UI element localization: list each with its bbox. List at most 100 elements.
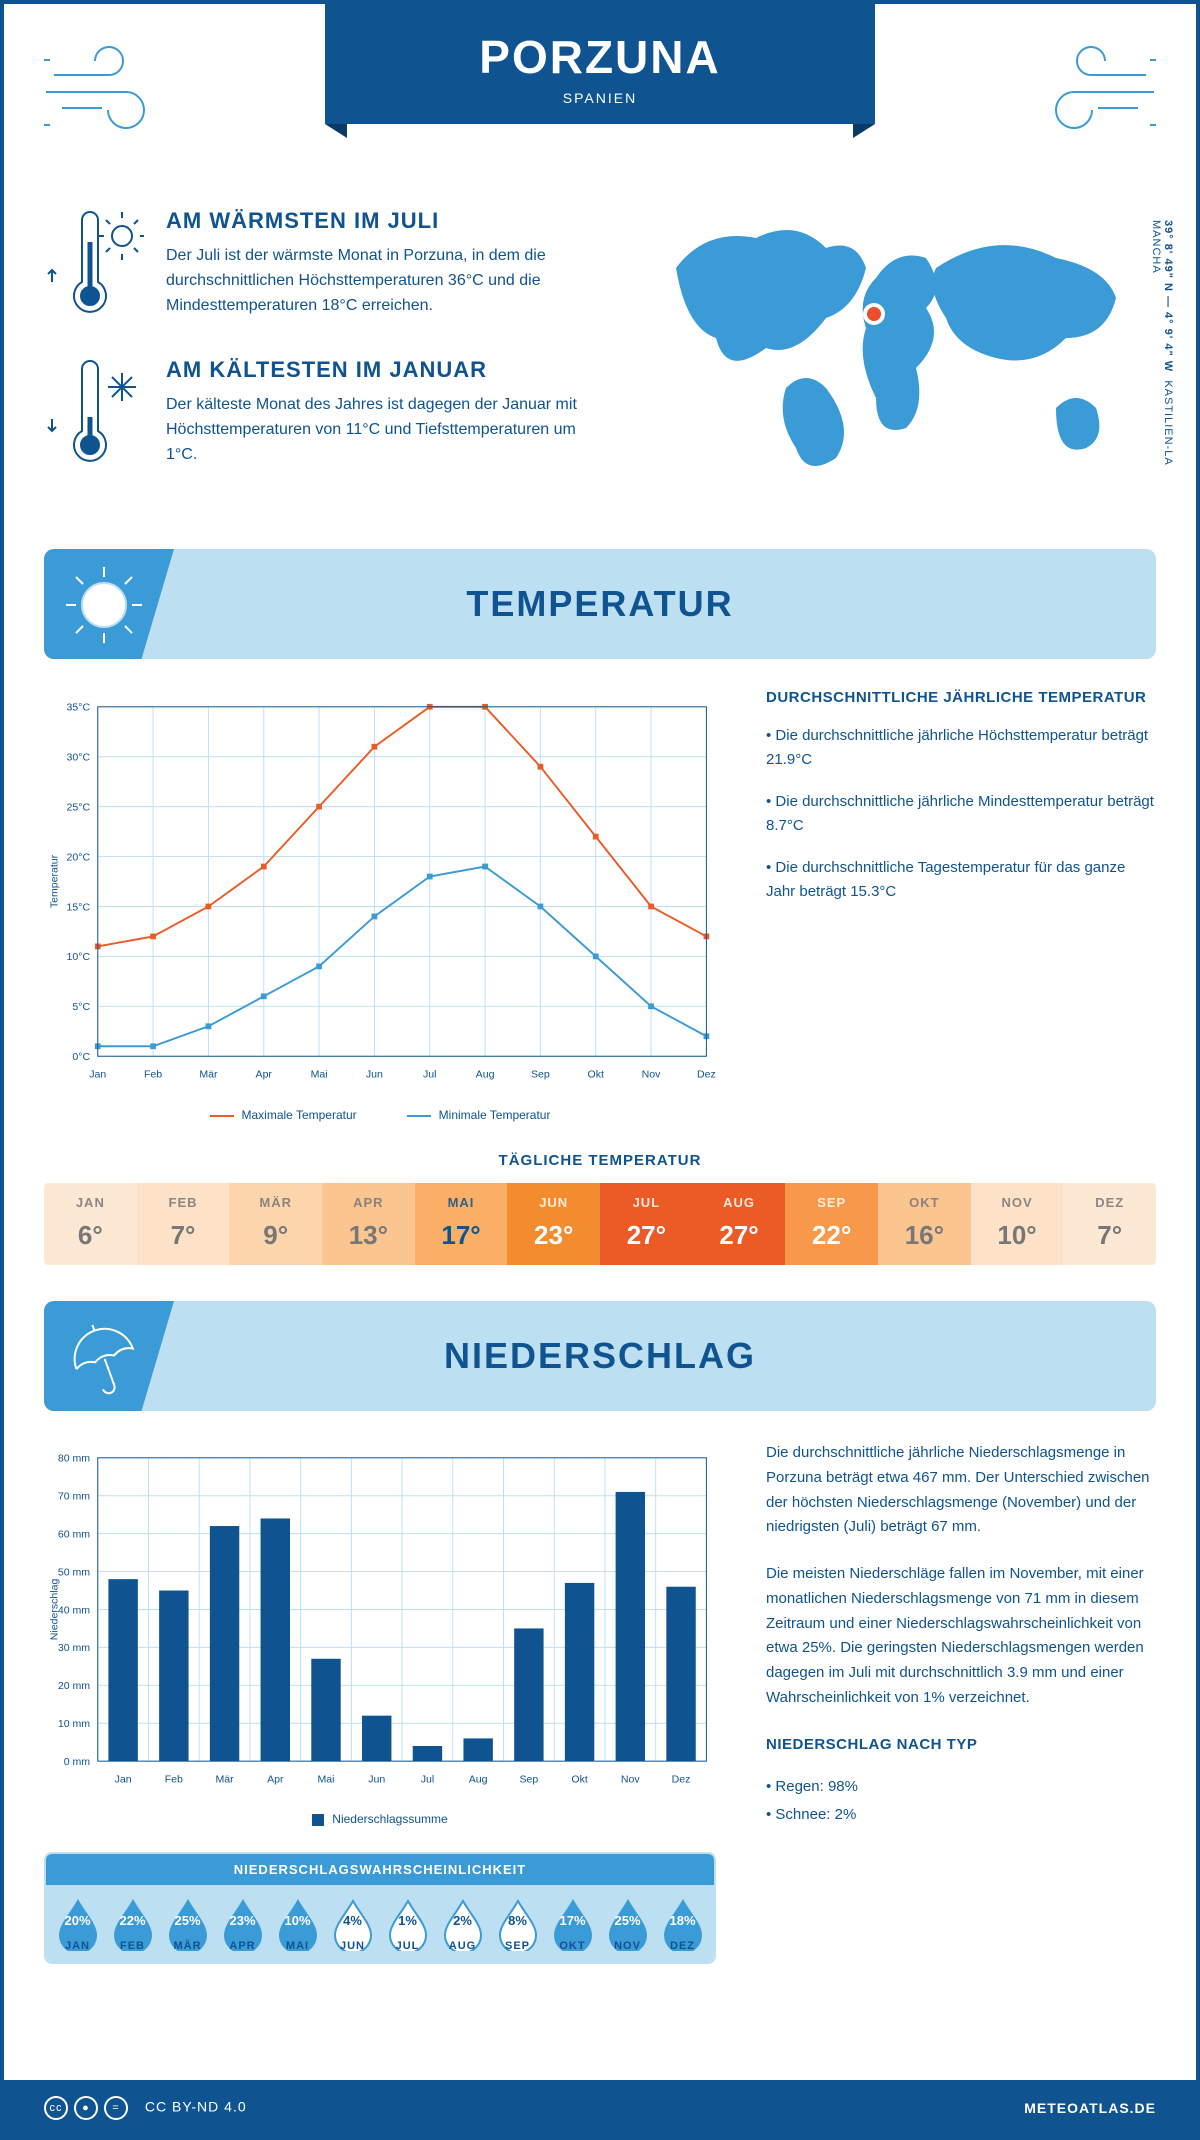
svg-text:Okt: Okt xyxy=(588,1068,604,1080)
svg-text:Apr: Apr xyxy=(256,1068,273,1080)
section-title: NIEDERSCHLAG xyxy=(444,1335,756,1377)
precipitation-probability: NIEDERSCHLAGSWAHRSCHEINLICHKEIT 20% JAN … xyxy=(44,1852,716,1964)
coldest-fact: AM KÄLTESTEN IM JANUAR Der kälteste Mona… xyxy=(44,357,596,472)
header: PORZUNA SPANIEN xyxy=(44,4,1156,194)
daily-cell: OKT16° xyxy=(878,1183,971,1265)
svg-text:Nov: Nov xyxy=(642,1068,661,1080)
probability-drop: 22% FEB xyxy=(105,1897,160,1952)
svg-text:Aug: Aug xyxy=(476,1068,495,1080)
svg-text:Sep: Sep xyxy=(519,1773,538,1785)
svg-text:Jan: Jan xyxy=(115,1773,132,1785)
precipitation-chart: 0 mm 10 mm 20 mm 30 mm 40 mm 50 mm 60 mm 70 mm 8… xyxy=(44,1441,716,1964)
thermometer-sun-icon xyxy=(44,208,144,323)
world-map: 39° 8' 49" N — 4° 9' 4" W KASTILIEN-LA M… xyxy=(636,208,1156,513)
chart-legend: Maximale Temperatur Minimale Temperatur xyxy=(44,1108,716,1122)
type-item: • Schnee: 2% xyxy=(766,1803,1156,1827)
svg-text:50 mm: 50 mm xyxy=(58,1566,90,1578)
svg-text:Mär: Mär xyxy=(199,1068,218,1080)
svg-text:Niederschlag: Niederschlag xyxy=(48,1579,60,1641)
probability-drop: 4% JUN xyxy=(325,1897,380,1952)
cc-icons: cc●= xyxy=(44,2096,128,2120)
site-name: METEOATLAS.DE xyxy=(1024,2100,1156,2116)
svg-text:Mai: Mai xyxy=(311,1068,328,1080)
daily-cell: JAN6° xyxy=(44,1183,137,1265)
section-title: TEMPERATUR xyxy=(466,583,733,625)
daily-cell: AUG27° xyxy=(693,1183,786,1265)
svg-text:25°C: 25°C xyxy=(67,801,91,813)
svg-text:40 mm: 40 mm xyxy=(58,1604,90,1616)
svg-text:Feb: Feb xyxy=(165,1773,183,1785)
probability-drop: 25% NOV xyxy=(600,1897,655,1952)
wind-icon xyxy=(1026,30,1156,140)
climate-facts: AM WÄRMSTEN IM JULI Der Juli ist der wär… xyxy=(44,208,596,513)
svg-text:10 mm: 10 mm xyxy=(58,1718,90,1730)
daily-cell: FEB7° xyxy=(137,1183,230,1265)
warmest-fact: AM WÄRMSTEN IM JULI Der Juli ist der wär… xyxy=(44,208,596,323)
daily-cell: SEP22° xyxy=(785,1183,878,1265)
probability-drop: 2% AUG xyxy=(435,1897,490,1952)
warmest-title: AM WÄRMSTEN IM JULI xyxy=(166,208,596,234)
svg-text:30°C: 30°C xyxy=(67,752,91,764)
svg-text:Jul: Jul xyxy=(423,1068,436,1080)
daily-cell: JUL27° xyxy=(600,1183,693,1265)
svg-text:Jun: Jun xyxy=(368,1773,385,1785)
svg-text:Okt: Okt xyxy=(571,1773,587,1785)
daily-cell: JUN23° xyxy=(507,1183,600,1265)
license-text: CC BY-ND 4.0 xyxy=(145,2099,247,2115)
section-temperature: TEMPERATUR xyxy=(44,549,1156,659)
precipitation-summary: Die durchschnittliche jährliche Niedersc… xyxy=(766,1441,1156,1964)
svg-text:Nov: Nov xyxy=(621,1773,640,1785)
svg-text:Mai: Mai xyxy=(318,1773,335,1785)
svg-text:20 mm: 20 mm xyxy=(58,1680,90,1692)
wind-icon xyxy=(44,30,174,140)
svg-text:80 mm: 80 mm xyxy=(58,1453,90,1465)
city-name: PORZUNA xyxy=(325,30,875,84)
temperature-chart: 0°C5°C10°C15°C20°C25°C30°C35°CJanFebMärA… xyxy=(44,689,716,1122)
warmest-text: Der Juli ist der wärmste Monat in Porzun… xyxy=(166,244,596,318)
svg-text:Mär: Mär xyxy=(215,1773,234,1785)
summary-item: • Die durchschnittliche jährliche Höchst… xyxy=(766,724,1156,772)
chart-legend: Niederschlagssumme xyxy=(44,1812,716,1826)
svg-text:Apr: Apr xyxy=(267,1773,284,1785)
svg-text:35°C: 35°C xyxy=(67,702,91,714)
daily-cell: NOV10° xyxy=(971,1183,1064,1265)
daily-cell: DEZ7° xyxy=(1063,1183,1156,1265)
svg-text:30 mm: 30 mm xyxy=(58,1642,90,1654)
daily-temp-cells: JAN6°FEB7°MÄR9°APR13°MAI17°JUN23°JUL27°A… xyxy=(44,1183,1156,1265)
svg-text:20°C: 20°C xyxy=(67,851,91,863)
svg-text:0 mm: 0 mm xyxy=(64,1756,91,1768)
svg-text:Temperatur: Temperatur xyxy=(48,854,60,908)
probability-drop: 25% MÄR xyxy=(160,1897,215,1952)
daily-temp-title: TÄGLICHE TEMPERATUR xyxy=(44,1152,1156,1169)
temperature-summary: DURCHSCHNITTLICHE JÄHRLICHE TEMPERATUR •… xyxy=(766,689,1156,1122)
probability-drop: 23% APR xyxy=(215,1897,270,1952)
svg-text:15°C: 15°C xyxy=(67,901,91,913)
probability-drop: 10% MAI xyxy=(270,1897,325,1952)
daily-cell: APR13° xyxy=(322,1183,415,1265)
svg-text:Jul: Jul xyxy=(421,1773,434,1785)
svg-text:Jan: Jan xyxy=(89,1068,106,1080)
type-item: • Regen: 98% xyxy=(766,1775,1156,1799)
svg-text:0°C: 0°C xyxy=(72,1051,90,1063)
svg-text:10°C: 10°C xyxy=(67,951,91,963)
svg-text:70 mm: 70 mm xyxy=(58,1491,90,1503)
svg-text:5°C: 5°C xyxy=(72,1001,90,1013)
thermometer-snow-icon xyxy=(44,357,144,472)
svg-text:Dez: Dez xyxy=(697,1068,716,1080)
section-precipitation: NIEDERSCHLAG xyxy=(44,1301,1156,1411)
svg-text:60 mm: 60 mm xyxy=(58,1528,90,1540)
umbrella-icon xyxy=(62,1315,146,1399)
svg-text:Jun: Jun xyxy=(366,1068,383,1080)
probability-drop: 1% JUL xyxy=(380,1897,435,1952)
country-name: SPANIEN xyxy=(325,90,875,106)
svg-text:Dez: Dez xyxy=(672,1773,691,1785)
probability-drop: 18% DEZ xyxy=(655,1897,710,1952)
probability-drop: 17% OKT xyxy=(545,1897,600,1952)
probability-drop: 8% SEP xyxy=(490,1897,545,1952)
summary-item: • Die durchschnittliche jährliche Mindes… xyxy=(766,790,1156,838)
probability-drop: 20% JAN xyxy=(50,1897,105,1952)
sun-icon xyxy=(62,563,146,647)
footer: cc●= CC BY-ND 4.0 METEOATLAS.DE xyxy=(4,2080,1196,2136)
svg-text:Aug: Aug xyxy=(469,1773,488,1785)
daily-cell: MAI17° xyxy=(415,1183,508,1265)
